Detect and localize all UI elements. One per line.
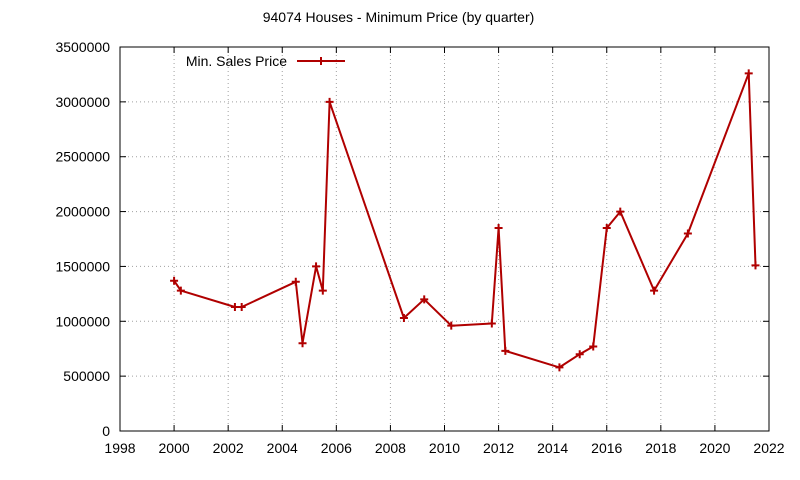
data-point-marker [744, 69, 753, 78]
legend-marker [317, 57, 325, 65]
y-tick-label: 1000000 [55, 313, 110, 329]
data-point-marker [325, 97, 334, 106]
axes: 1998 2000 2002 2004 2006 2008 2010 2012 2014 2016… [55, 39, 784, 456]
data-point-marker [230, 303, 239, 312]
data-point-marker [420, 295, 429, 304]
y-tick-label: 500000 [63, 368, 110, 384]
x-tick-label: 2020 [699, 440, 730, 456]
data-point-marker [751, 261, 760, 270]
data-point-marker [494, 224, 503, 233]
x-tick-label: 1998 [104, 440, 135, 456]
x-tick-label: 2004 [267, 440, 298, 456]
data-point-marker [237, 303, 246, 312]
x-tick-label: 2018 [645, 440, 676, 456]
x-tick-label: 2014 [537, 440, 568, 456]
y-tick-label: 3000000 [55, 94, 110, 110]
data-point-marker [555, 363, 564, 372]
data-point-marker [589, 342, 598, 351]
y-tick-label: 2000000 [55, 204, 110, 220]
data-point-marker [170, 276, 179, 285]
data-point-marker [447, 321, 456, 330]
x-tick-label: 2010 [429, 440, 460, 456]
data-point-marker [399, 313, 408, 322]
data-point-marker [501, 346, 510, 355]
x-tick-label: 2000 [159, 440, 190, 456]
series-layer [170, 69, 760, 372]
data-point-marker [298, 339, 307, 348]
data-point-marker [616, 207, 625, 216]
y-tick-label: 1500000 [55, 258, 110, 274]
legend-marker-plus [317, 57, 325, 65]
x-tick-label: 2012 [483, 440, 514, 456]
x-tick-label: 2022 [753, 440, 784, 456]
data-point-marker [318, 286, 327, 295]
data-point-marker [575, 350, 584, 359]
y-tick-label: 3500000 [55, 39, 110, 55]
data-point-marker [291, 277, 300, 286]
data-point-marker [602, 224, 611, 233]
data-point-marker [650, 286, 659, 295]
x-tick-label: 2008 [375, 440, 406, 456]
grid [120, 47, 769, 431]
y-tick-label: 2500000 [55, 149, 110, 165]
legend: Min. Sales Price [186, 53, 345, 69]
data-point-marker [683, 229, 692, 238]
x-tick-label: 2016 [591, 440, 622, 456]
x-tick-label: 2002 [213, 440, 244, 456]
legend-label: Min. Sales Price [186, 53, 287, 69]
y-tick-label: 0 [102, 423, 110, 439]
series-line [173, 72, 757, 369]
data-point-marker [176, 286, 185, 295]
chart-title: 94074 Houses - Minimum Price (by quarter… [263, 9, 535, 25]
data-point-marker [487, 319, 496, 328]
x-tick-label: 2006 [321, 440, 352, 456]
data-point-marker [312, 262, 321, 271]
